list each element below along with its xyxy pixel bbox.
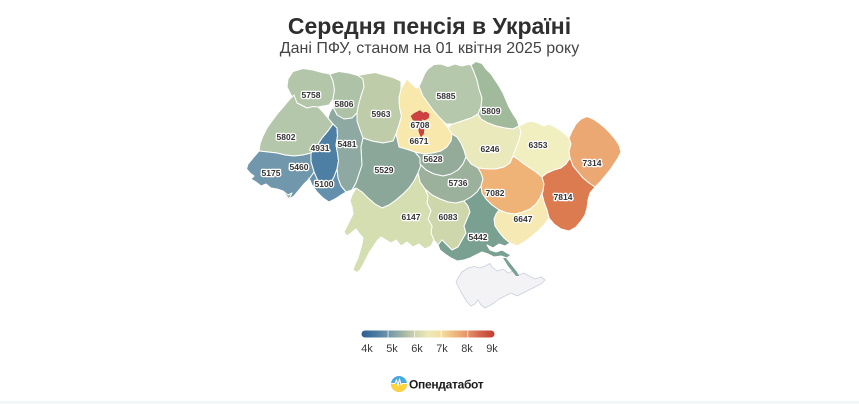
svg-text:5736: 5736 <box>449 178 468 188</box>
svg-text:6k: 6k <box>411 343 423 355</box>
svg-text:7314: 7314 <box>583 158 602 168</box>
svg-text:5460: 5460 <box>290 162 309 172</box>
svg-text:5806: 5806 <box>335 99 354 109</box>
svg-text:5809: 5809 <box>482 106 501 116</box>
svg-text:5k: 5k <box>386 343 398 355</box>
svg-text:6708: 6708 <box>411 120 430 130</box>
svg-text:5481: 5481 <box>338 139 357 149</box>
svg-text:5442: 5442 <box>469 232 488 242</box>
svg-text:5100: 5100 <box>315 179 334 189</box>
svg-text:5529: 5529 <box>375 165 394 175</box>
svg-text:5175: 5175 <box>262 168 281 178</box>
svg-text:7814: 7814 <box>554 192 573 202</box>
svg-text:6147: 6147 <box>402 212 421 222</box>
svg-text:6671: 6671 <box>410 136 429 146</box>
svg-text:5963: 5963 <box>372 109 391 119</box>
svg-text:6647: 6647 <box>514 214 533 224</box>
svg-text:6246: 6246 <box>481 144 500 154</box>
svg-text:5628: 5628 <box>424 154 443 164</box>
svg-text:9k: 9k <box>486 343 498 355</box>
svg-text:7k: 7k <box>436 343 448 355</box>
svg-text:8k: 8k <box>461 343 473 355</box>
svg-text:5802: 5802 <box>277 132 296 142</box>
svg-text:7082: 7082 <box>486 188 505 198</box>
svg-text:4k: 4k <box>361 343 373 355</box>
svg-text:4931: 4931 <box>311 143 330 153</box>
svg-text:5885: 5885 <box>437 91 456 101</box>
svg-text:Опендатабот: Опендатабот <box>409 378 484 392</box>
svg-text:5758: 5758 <box>302 90 321 100</box>
svg-text:6083: 6083 <box>439 212 458 222</box>
svg-text:6353: 6353 <box>529 140 548 150</box>
